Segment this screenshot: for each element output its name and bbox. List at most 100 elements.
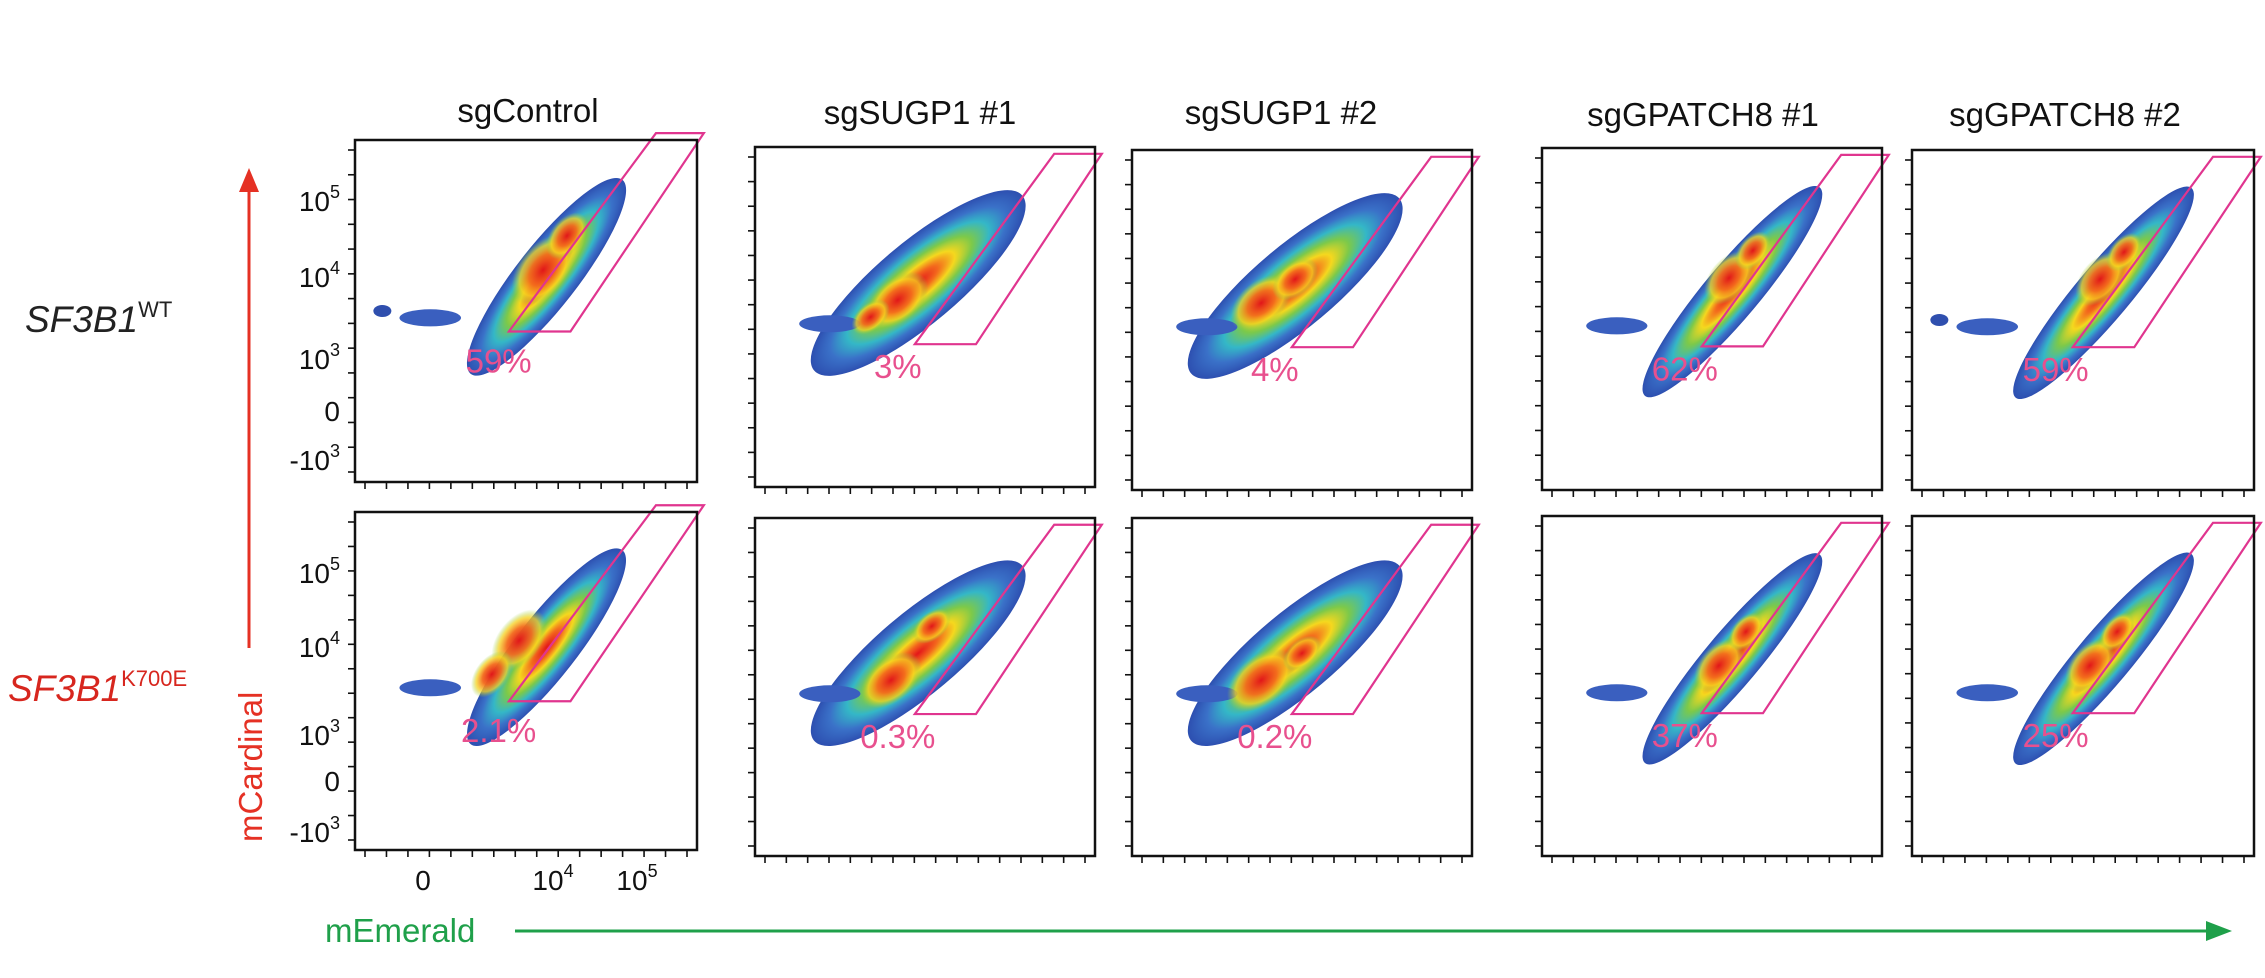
gate-percentage: 0.3% — [860, 718, 935, 755]
density-tail — [799, 685, 861, 703]
panel-frame — [1130, 148, 1474, 492]
plot-panels: 59% 2.1% 3% 0.3% 4% 0.2% 62% 37% 59% 25% — [348, 132, 2263, 863]
density-tail — [1586, 317, 1648, 335]
density-plot-panel: 0.2% — [1125, 516, 1481, 863]
y-tick-labels-top: 105 104 103 0 -103 — [290, 182, 340, 476]
y-axis-arrow: mCardinal — [232, 168, 269, 842]
density-plot-panel: 59% — [1905, 148, 2263, 497]
row-label-gene: SF3B1 — [25, 299, 138, 340]
panel-frame — [1910, 148, 2256, 492]
row-label-superscript: WT — [138, 297, 172, 322]
x-tick-label: 104 — [532, 861, 573, 896]
panel-frame — [353, 510, 699, 852]
x-tick-label: 0 — [415, 865, 431, 896]
gate-percentage: 2.1% — [461, 712, 536, 749]
density-hotspot — [860, 652, 922, 709]
gate-outline — [506, 504, 706, 703]
column-titles: sgControl sgSUGP1 #1 sgSUGP1 #2 sgGPATCH… — [457, 92, 2180, 133]
density-tail — [399, 679, 462, 697]
density-hotspot — [470, 650, 513, 698]
gate-percentage: 25% — [2023, 717, 2089, 754]
column-title-sggpatch8-1: sgGPATCH8 #1 — [1587, 96, 1819, 133]
density-tail — [1176, 685, 1238, 703]
density-plot-panel: 4% — [1125, 148, 1481, 497]
gate-outline — [1699, 153, 1891, 348]
gate-percentage: 0.2% — [1237, 718, 1312, 755]
gate-percentage: 59% — [2023, 351, 2089, 388]
gate-outline — [1289, 155, 1481, 349]
y-axis-arrowhead — [239, 168, 259, 192]
outlier-dot — [1930, 314, 1949, 326]
y-axis-label: mCardinal — [232, 692, 269, 842]
panel-frame — [1540, 146, 1884, 492]
density-plot-panel: 3% — [748, 145, 1104, 494]
x-tick-labels: 0 104 105 — [415, 861, 657, 896]
density-plot-panel: 37% — [1535, 514, 1891, 863]
density-plot-panel: 2.1% — [348, 504, 706, 857]
density-hotspot — [2065, 638, 2115, 693]
gate-outline — [912, 523, 1104, 716]
x-axis-label: mEmerald — [325, 912, 475, 949]
y-tick-label: 104 — [299, 628, 340, 663]
gate-percentage: 37% — [1652, 717, 1718, 754]
density-plot-panel: 25% — [1905, 514, 2263, 863]
row-label-sf3b1-wt: SF3B1WT — [25, 297, 172, 340]
density-hotspot — [1282, 635, 1322, 671]
gate-outline — [2070, 521, 2263, 715]
density-hotspot — [851, 299, 890, 335]
density-hotspot — [546, 212, 588, 260]
column-title-sgsugp1-2: sgSUGP1 #2 — [1185, 94, 1378, 131]
density-tail — [1956, 318, 2019, 336]
density-hotspot — [1694, 638, 1744, 693]
gate-percentage: 4% — [1251, 351, 1299, 388]
column-title-sgsugp1-1: sgSUGP1 #1 — [824, 94, 1017, 131]
column-title-sggpatch8-2: sgGPATCH8 #2 — [1949, 96, 2181, 133]
y-tick-label: 104 — [299, 258, 340, 293]
y-tick-label: 103 — [299, 716, 340, 751]
density-plot-panel: 62% — [1535, 146, 1891, 497]
x-axis-arrow: mEmerald — [325, 912, 2232, 949]
gate-outline — [1289, 523, 1481, 716]
outlier-dot — [373, 305, 392, 317]
density-hotspot — [1272, 258, 1319, 301]
y-tick-label: 0 — [324, 396, 340, 427]
y-tick-label: 0 — [324, 766, 340, 797]
gate-outline — [506, 132, 706, 333]
gate-outline — [1699, 521, 1891, 715]
row-label-superscript: K700E — [121, 666, 187, 691]
y-tick-label: 103 — [299, 340, 340, 375]
panel-frame — [753, 516, 1097, 858]
y-tick-label: 105 — [299, 554, 340, 589]
panel-frame — [1130, 516, 1474, 858]
panel-frame — [1910, 514, 2256, 858]
density-plot-panel: 0.3% — [748, 516, 1104, 863]
density-tail — [799, 315, 861, 333]
y-tick-label: -103 — [290, 441, 340, 476]
density-tail — [1586, 684, 1648, 702]
gate-outline — [912, 152, 1104, 346]
gate-percentage: 62% — [1652, 351, 1718, 388]
y-tick-label: -103 — [290, 813, 340, 848]
row-label-sf3b1-k700e: SF3B1K700E — [8, 666, 187, 709]
gate-percentage: 59% — [466, 343, 532, 380]
density-tail — [399, 309, 462, 327]
panel-frame — [1540, 514, 1884, 858]
x-tick-label: 105 — [616, 861, 657, 896]
density-hotspot — [912, 608, 951, 644]
density-hotspot — [1226, 648, 1296, 712]
gate-outline — [2070, 155, 2263, 349]
panel-frame — [353, 138, 699, 484]
y-tick-label: 105 — [299, 182, 340, 217]
row-label-gene: SF3B1 — [8, 668, 121, 709]
density-plot-panel: 59% — [348, 132, 706, 489]
density-tail — [1956, 684, 2019, 702]
panel-frame — [753, 145, 1097, 489]
column-title-sgcontrol: sgControl — [457, 92, 598, 129]
density-hotspot — [1735, 231, 1771, 270]
row-labels: SF3B1WT SF3B1K700E — [8, 297, 187, 709]
x-axis-arrowhead — [2206, 921, 2232, 941]
density-hotspot — [2106, 232, 2142, 272]
gate-percentage: 3% — [874, 348, 922, 385]
density-tail — [1176, 318, 1238, 336]
